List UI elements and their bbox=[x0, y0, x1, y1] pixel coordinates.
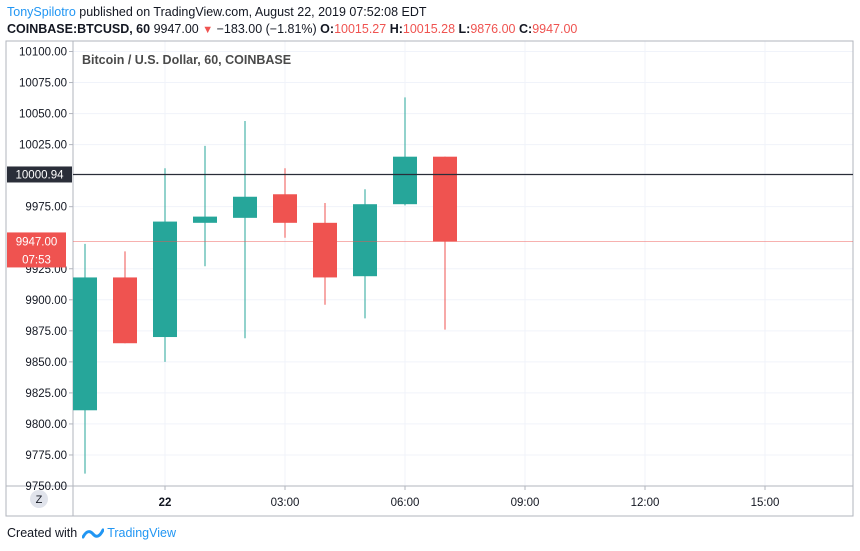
candle-body bbox=[393, 156, 417, 205]
time-tick-label: 22 bbox=[159, 497, 172, 509]
candle bbox=[153, 168, 177, 362]
close-value: 9947.00 bbox=[532, 22, 578, 36]
time-tick-label: 03:00 bbox=[271, 497, 300, 509]
price-tick-label: 9975.00 bbox=[25, 202, 67, 214]
author-link[interactable]: TonySpilotro bbox=[7, 5, 76, 19]
price-axis[interactable]: 10100.00 10075.00 10050.00 10025.00 9975.00 9… bbox=[19, 47, 73, 494]
price-tick-label: 9900.00 bbox=[25, 295, 67, 307]
change-value: −183.00 (−1.81%) bbox=[216, 22, 317, 36]
price-tick-label: 10050.00 bbox=[19, 109, 67, 121]
time-tick-label: 06:00 bbox=[391, 497, 420, 509]
candle-body bbox=[433, 156, 457, 242]
chart-title: Bitcoin / U.S. Dollar, 60, COINBASE bbox=[82, 53, 291, 67]
down-arrow-icon: ▼ bbox=[202, 24, 214, 36]
candle bbox=[73, 243, 97, 474]
candle-body bbox=[193, 216, 217, 223]
candle-body bbox=[353, 204, 377, 277]
last-price-label-bg bbox=[7, 232, 66, 268]
candle bbox=[193, 145, 217, 267]
price-tick-label: 9775.00 bbox=[25, 450, 67, 462]
bar-countdown-label: 07:53 bbox=[22, 254, 51, 266]
symbol-label: COINBASE:BTCUSD, 60 bbox=[7, 22, 151, 36]
candle bbox=[233, 121, 257, 339]
auto-scale-circle[interactable] bbox=[30, 490, 48, 508]
time-tick-label: 15:00 bbox=[751, 497, 780, 509]
last-price-label: 9947.00 bbox=[16, 236, 58, 248]
candle-body bbox=[73, 277, 97, 411]
candle-body bbox=[153, 221, 177, 338]
low-label: L: bbox=[458, 22, 471, 36]
price-tick-label: 9825.00 bbox=[25, 388, 67, 400]
candle bbox=[353, 189, 377, 319]
publish-header: TonySpilotro published on TradingView.co… bbox=[7, 5, 427, 19]
auto-scale-label[interactable]: Z bbox=[36, 494, 43, 506]
ohlc-legend: COINBASE:BTCUSD, 60 9947.00 ▼ −183.00 (−… bbox=[7, 22, 577, 36]
high-label: H: bbox=[389, 22, 403, 36]
price-tick-label: 10100.00 bbox=[19, 47, 67, 59]
candles bbox=[73, 97, 457, 474]
tradingview-logo-icon bbox=[82, 528, 105, 539]
price-tick-label: 10075.00 bbox=[19, 78, 67, 90]
footer: Created with TradingView bbox=[7, 526, 176, 540]
chart-frame bbox=[5, 40, 854, 517]
horizontal-line-label: 10000.94 bbox=[16, 169, 65, 181]
overlays: 10000.94 9947.00 07:53 bbox=[7, 166, 853, 268]
last-price: 9947.00 bbox=[153, 22, 199, 36]
low-value: 9876.00 bbox=[470, 22, 516, 36]
time-tick-label: 09:00 bbox=[511, 497, 540, 509]
candle bbox=[113, 251, 137, 344]
time-axis[interactable]: 22 03:00 06:00 09:00 12:00 15:00 bbox=[159, 486, 780, 509]
price-tick-label: 9750.00 bbox=[25, 481, 67, 493]
close-label: C: bbox=[519, 22, 533, 36]
price-tick-label: 9875.00 bbox=[25, 326, 67, 338]
created-with-label: Created with bbox=[7, 526, 78, 540]
candle-body bbox=[233, 196, 257, 218]
price-tick-label: 9850.00 bbox=[25, 357, 67, 369]
tradingview-brand-link[interactable]: TradingView bbox=[107, 526, 176, 540]
price-tick-label: 9800.00 bbox=[25, 419, 67, 431]
grid-lines bbox=[73, 41, 853, 487]
publish-info: published on TradingView.com, August 22,… bbox=[79, 5, 427, 19]
candle bbox=[393, 97, 417, 206]
open-label: O: bbox=[320, 22, 335, 36]
candle-body bbox=[273, 194, 297, 223]
candle bbox=[313, 202, 337, 305]
candle bbox=[433, 156, 457, 330]
price-tick-label: 10025.00 bbox=[19, 140, 67, 152]
candle-body bbox=[113, 277, 137, 344]
high-value: 10015.28 bbox=[402, 22, 456, 36]
candle-body bbox=[313, 222, 337, 278]
horizontal-line-label-bg bbox=[7, 166, 72, 183]
open-value: 10015.27 bbox=[334, 22, 387, 36]
auto-scale-button[interactable]: Z bbox=[30, 490, 48, 508]
time-tick-label: 12:00 bbox=[631, 497, 660, 509]
candle bbox=[273, 168, 297, 238]
